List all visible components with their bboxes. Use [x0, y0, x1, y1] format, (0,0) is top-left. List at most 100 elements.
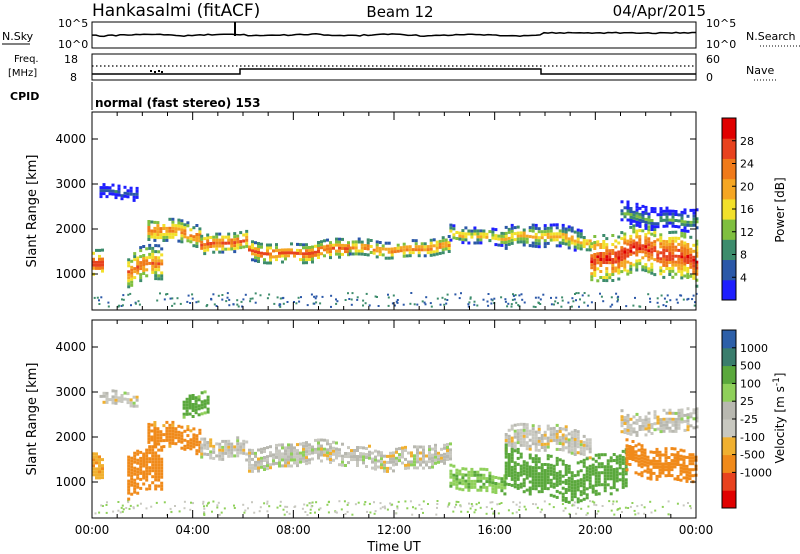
- colorbar-swatch: [722, 279, 736, 301]
- data-band: [620, 407, 699, 437]
- data-band: [99, 389, 139, 408]
- time-tick-label: 00:00: [75, 523, 110, 537]
- data-band: [200, 229, 249, 256]
- colorbar-swatch: [722, 239, 736, 261]
- time-tick-label: 12:00: [377, 523, 412, 537]
- cpid-value: normal (fast stereo) 153: [95, 96, 261, 110]
- colorbar-swatch: [722, 419, 736, 438]
- colorbar-swatch: [722, 454, 736, 473]
- velocity-axes: 1000 2000 3000 4000: [55, 320, 697, 518]
- colorbar-tick-label: 28: [740, 135, 754, 148]
- power-colorbar: 4 8 12 16 20 24 28: [721, 117, 754, 301]
- y-tick-label: 1000: [55, 267, 86, 281]
- colorbar-swatch: [722, 138, 736, 159]
- time-tick-label: 16:00: [477, 523, 512, 537]
- colorbar-tick-label: 16: [740, 203, 754, 216]
- colorbar-tick-label: 1000: [740, 342, 768, 355]
- time-axis-title: Time UT: [366, 540, 420, 554]
- data-band: [92, 248, 104, 276]
- y-tick-label: 1000: [55, 475, 86, 489]
- freq-label-line2: [MHz]: [8, 68, 37, 79]
- noise-trace: [92, 31, 696, 38]
- colorbar-swatch: [722, 178, 736, 200]
- freq-label-line1: Freq.: [14, 54, 39, 65]
- colorbar-swatch: [722, 490, 736, 509]
- data-band: [504, 223, 592, 252]
- data-band: [449, 463, 507, 496]
- colorbar-tick-label: 20: [740, 180, 754, 193]
- colorbar-tick-label: -100: [740, 431, 765, 444]
- y-tick-label: 4000: [55, 132, 86, 146]
- time-axis-labels: 00:00 04:00 08:00 12:00 16:00 20:00 00:00: [75, 523, 714, 537]
- time-tick-label: 00:00: [679, 523, 714, 537]
- colorbar-tick-label: -500: [740, 449, 765, 462]
- velocity-scatter-layer: [92, 389, 699, 516]
- power-panel: 1000 2000 3000 4000 Slant Range [km]: [25, 111, 699, 311]
- data-band: [504, 443, 628, 504]
- data-band: [99, 183, 139, 202]
- velocity-colorbar-label: Velocity [m s-1]: [772, 373, 787, 464]
- colorbar-swatch: [722, 347, 736, 367]
- y-tick-label: 3000: [55, 177, 86, 191]
- data-band: [590, 223, 699, 288]
- nave-tick-60: 60: [706, 53, 720, 66]
- near-range-noise: [94, 500, 692, 516]
- data-band: [92, 452, 104, 480]
- data-band: [625, 438, 698, 484]
- data-band: [127, 243, 164, 289]
- colorbar-tick-label: 500: [740, 360, 761, 373]
- data-band: [620, 200, 699, 233]
- date-title: 04/Apr/2015: [613, 2, 706, 20]
- velocity-panel: 1000 2000 3000 4000 Slant Range [km]: [25, 319, 699, 519]
- noise-tick-high-right: 10^5: [706, 17, 736, 30]
- colorbar-tick-label: 12: [740, 226, 754, 239]
- power-scatter-layer: [92, 183, 699, 308]
- colorbar-swatch: [722, 259, 736, 281]
- colorbar-swatch: [722, 330, 736, 349]
- frequency-panel: Freq. [MHz] 18 8 60 0 Nave: [8, 53, 778, 84]
- colorbar-swatch: [722, 158, 736, 180]
- cpid-label: CPID: [10, 90, 39, 103]
- freq-tick-8: 8: [70, 71, 77, 84]
- y-tick-label: 2000: [55, 430, 86, 444]
- nsky-label: N.Sky: [2, 30, 34, 43]
- data-band: [348, 235, 451, 260]
- velocity-ylabel: Slant Range [km]: [25, 363, 40, 476]
- noise-panel: N.Sky 10^5 10^0 10^5 10^0 N.Search: [2, 17, 800, 51]
- data-band: [248, 438, 452, 473]
- colorbar-swatch: [722, 383, 736, 402]
- data-band: [200, 436, 249, 462]
- frequency-trace: [92, 68, 696, 75]
- colorbar-tick-label: 8: [740, 249, 747, 262]
- frequency-jitter: [150, 70, 163, 73]
- near-range-noise: [93, 292, 698, 308]
- power-axes: 1000 2000 3000 4000: [55, 112, 697, 310]
- time-tick-label: 20:00: [578, 523, 613, 537]
- cpid-panel: CPID normal (fast stereo) 153: [10, 82, 261, 110]
- beam-title: Beam 12: [366, 3, 433, 21]
- nsearch-label: N.Search: [746, 30, 796, 43]
- colorbar-tick-label: 25: [740, 395, 754, 408]
- freq-tick-18: 18: [64, 53, 78, 66]
- colorbar-swatch: [722, 472, 736, 491]
- y-tick-label: 2000: [55, 222, 86, 236]
- power-colorbar-label: Power [dB]: [773, 177, 787, 242]
- time-tick-label: 08:00: [276, 523, 311, 537]
- data-band: [147, 217, 202, 248]
- colorbar-swatch: [722, 401, 736, 420]
- data-band: [248, 237, 350, 265]
- y-tick-label: 3000: [55, 385, 86, 399]
- noise-tick-high-left: 10^5: [58, 17, 88, 30]
- station-title: Hankasalmi (fitACF): [92, 1, 260, 21]
- nave-tick-0: 0: [706, 71, 713, 84]
- data-band: [127, 442, 164, 501]
- noise-tick-low-right: 10^0: [706, 38, 736, 51]
- nave-label: Nave: [746, 64, 774, 77]
- colorbar-swatch: [722, 118, 736, 139]
- colorbar-swatch: [722, 198, 736, 220]
- power-ylabel: Slant Range [km]: [25, 155, 40, 268]
- colorbar-tick-label: -1000: [740, 466, 772, 479]
- noise-tick-low-left: 10^0: [58, 38, 88, 51]
- colorbar-swatch: [722, 365, 736, 384]
- time-tick-label: 04:00: [175, 523, 210, 537]
